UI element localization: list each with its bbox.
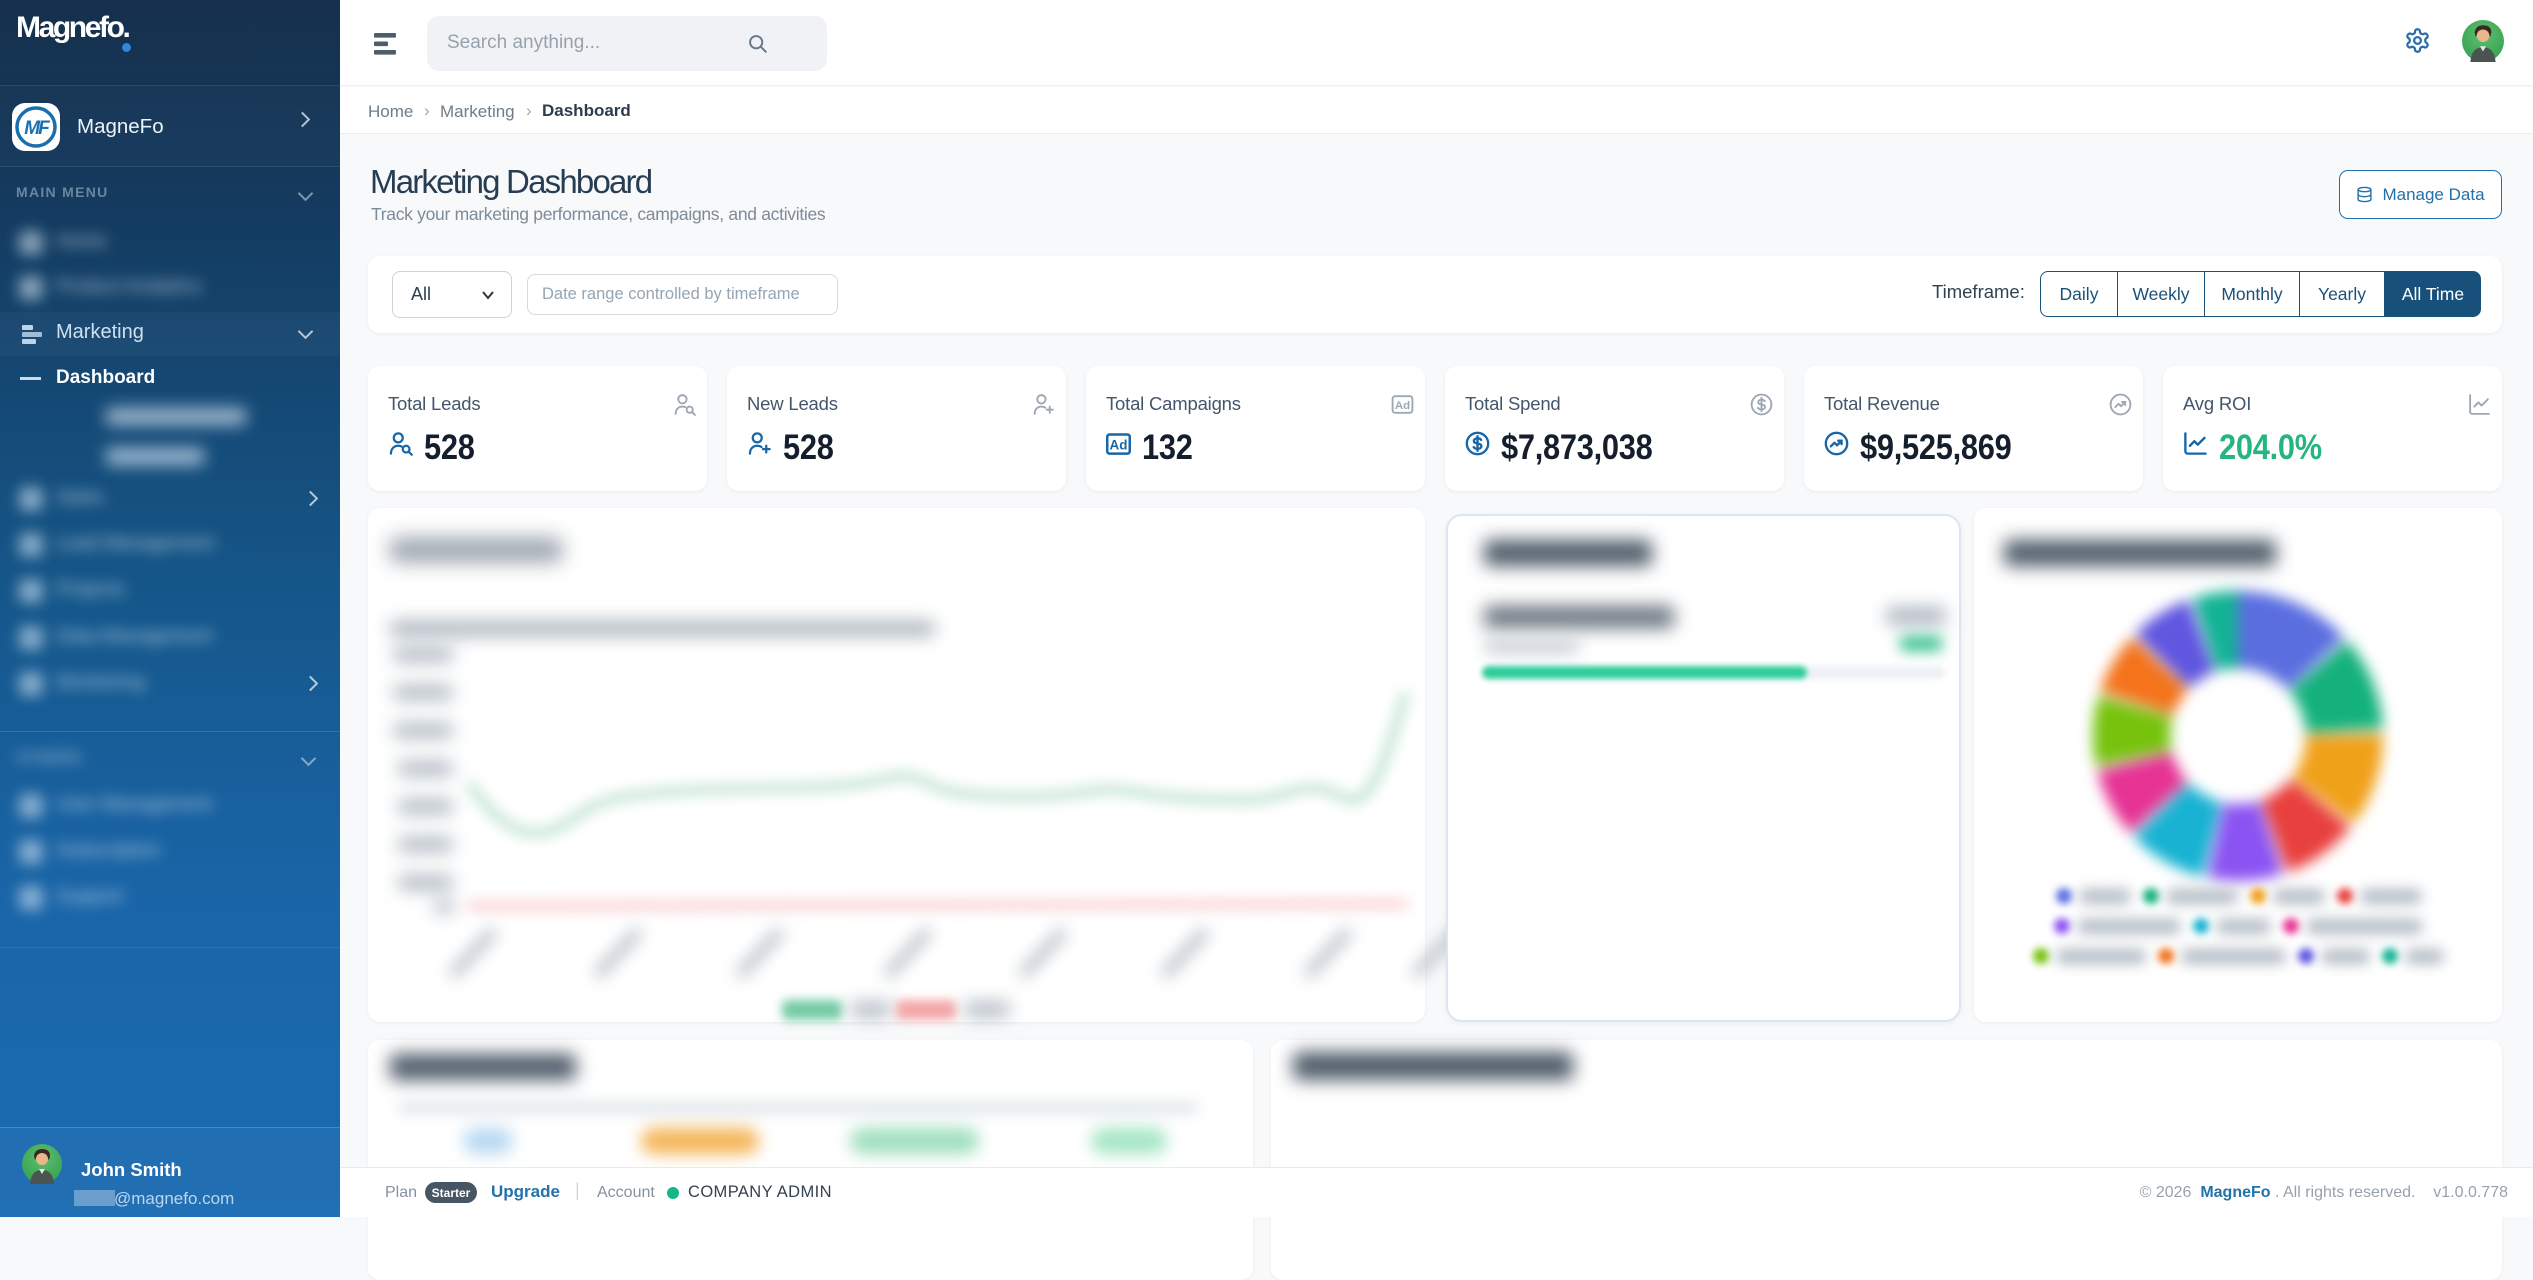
svg-text:Ad: Ad (1110, 438, 1128, 453)
svg-text:MF: MF (24, 118, 51, 139)
svg-text:Ad: Ad (1395, 400, 1410, 412)
